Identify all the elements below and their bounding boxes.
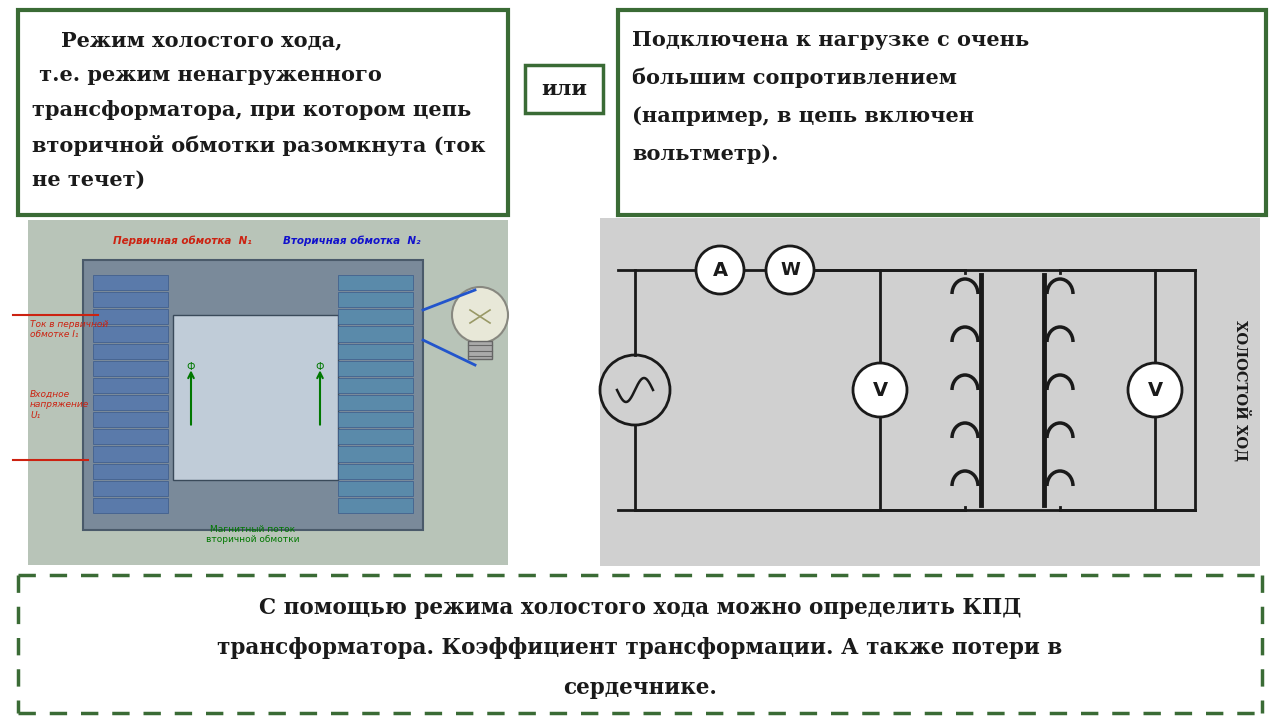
Text: не течет): не течет) <box>32 170 145 190</box>
Text: V: V <box>873 380 887 400</box>
Text: вторичной обмотки разомкнута (ток: вторичной обмотки разомкнута (ток <box>32 135 485 156</box>
FancyBboxPatch shape <box>83 260 422 530</box>
Bar <box>93 326 168 341</box>
Text: Магнитный поток
вторичной обмотки: Магнитный поток вторичной обмотки <box>206 525 300 544</box>
Circle shape <box>852 363 908 417</box>
FancyBboxPatch shape <box>18 10 508 215</box>
Bar <box>93 378 168 393</box>
Text: ХОЛОСТОЙ ХОД: ХОЛОСТОЙ ХОД <box>1233 320 1251 461</box>
Text: (например, в цепь включен: (например, в цепь включен <box>632 106 974 126</box>
Bar <box>338 481 413 496</box>
Bar <box>93 498 168 513</box>
Text: Режим холостого хода,: Режим холостого хода, <box>32 30 342 50</box>
Text: A: A <box>713 261 727 279</box>
Bar <box>338 361 413 376</box>
FancyBboxPatch shape <box>173 315 338 480</box>
Bar <box>338 446 413 462</box>
Bar <box>93 446 168 462</box>
Bar <box>338 292 413 307</box>
Text: трансформатора. Коэффициент трансформации. А также потери в: трансформатора. Коэффициент трансформаци… <box>218 637 1062 659</box>
FancyBboxPatch shape <box>28 220 508 565</box>
Text: сердечнике.: сердечнике. <box>563 677 717 699</box>
Circle shape <box>1128 363 1181 417</box>
Bar <box>93 292 168 307</box>
Text: т.е. режим ненагруженного: т.е. режим ненагруженного <box>32 65 381 85</box>
Bar <box>93 412 168 427</box>
FancyBboxPatch shape <box>618 10 1266 215</box>
Text: Ток в первичной
обмотке I₁: Ток в первичной обмотке I₁ <box>29 320 109 339</box>
Circle shape <box>452 287 508 343</box>
Text: трансформатора, при котором цепь: трансформатора, при котором цепь <box>32 100 471 120</box>
Bar <box>93 395 168 410</box>
FancyBboxPatch shape <box>600 218 1260 566</box>
Circle shape <box>696 246 744 294</box>
Text: V: V <box>1147 380 1162 400</box>
Bar <box>338 343 413 359</box>
Bar <box>468 341 492 359</box>
Bar <box>338 412 413 427</box>
Circle shape <box>765 246 814 294</box>
Bar <box>338 275 413 290</box>
Text: Ф: Ф <box>316 362 324 372</box>
Bar <box>93 275 168 290</box>
Text: Вторичная обмотка  N₂: Вторичная обмотка N₂ <box>283 235 421 246</box>
Text: W: W <box>780 261 800 279</box>
Bar <box>338 326 413 341</box>
Bar <box>93 429 168 444</box>
Bar <box>338 310 413 325</box>
Bar <box>93 310 168 325</box>
Text: Входное
напряжение
U₁: Входное напряжение U₁ <box>29 390 90 420</box>
FancyBboxPatch shape <box>525 65 603 113</box>
Bar <box>338 395 413 410</box>
Bar <box>93 361 168 376</box>
Text: Первичная обмотка  N₁: Первичная обмотка N₁ <box>113 235 252 246</box>
Bar <box>93 481 168 496</box>
Text: или: или <box>541 79 588 99</box>
Text: С помощью режима холостого хода можно определить КПД: С помощью режима холостого хода можно оп… <box>259 597 1021 619</box>
Bar <box>338 378 413 393</box>
Bar <box>338 498 413 513</box>
Text: Ф: Ф <box>187 362 196 372</box>
Bar <box>338 429 413 444</box>
Text: вольтметр).: вольтметр). <box>632 144 778 164</box>
Text: большим сопротивлением: большим сопротивлением <box>632 68 957 89</box>
Bar <box>93 464 168 479</box>
Text: Подключена к нагрузке с очень: Подключена к нагрузке с очень <box>632 30 1029 50</box>
Bar <box>93 343 168 359</box>
Bar <box>338 464 413 479</box>
